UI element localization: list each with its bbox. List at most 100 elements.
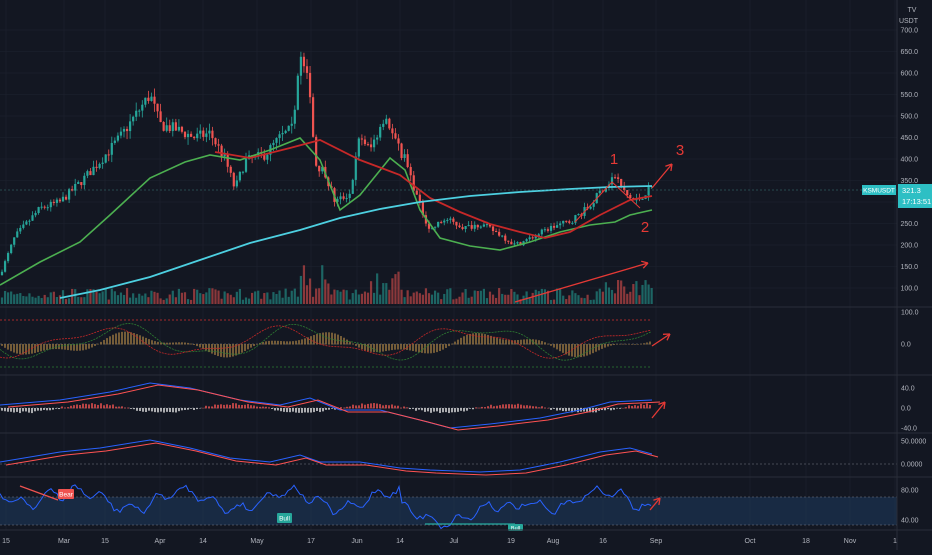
macd-histogram-bar (388, 405, 390, 408)
macd-histogram-bar (526, 405, 528, 408)
volume-bar (324, 279, 326, 304)
volume-bar (577, 295, 579, 304)
volume-bar (260, 299, 262, 304)
macd-histogram-bar (346, 407, 348, 409)
volume-bar (602, 292, 604, 304)
osc1-histogram-bar (397, 344, 399, 349)
price-tick: 500.0 (900, 114, 918, 121)
osc1-histogram-bar (256, 344, 258, 345)
volume-bar (562, 296, 564, 304)
osc1-histogram-bar (166, 343, 168, 345)
macd-histogram-bar (550, 408, 552, 410)
volume-bar (437, 293, 439, 304)
macd-histogram-bar (169, 408, 171, 412)
macd-histogram-bar (163, 408, 165, 413)
osc1-histogram-bar (421, 344, 423, 353)
macd-histogram-bar (562, 408, 564, 411)
osc1-histogram-bar (619, 344, 621, 345)
macd-histogram-bar (127, 408, 129, 409)
volume-bar (355, 290, 357, 304)
volume-bar (53, 292, 55, 304)
osc1-histogram-bar (268, 341, 270, 345)
volume-bar (211, 288, 213, 304)
candle-body (86, 171, 88, 176)
candle-body (160, 111, 162, 122)
macd-histogram-bar (499, 405, 501, 408)
macd-histogram-bar (13, 408, 15, 412)
volume-bar (455, 299, 457, 304)
volume-bar (193, 289, 195, 304)
candle-body (178, 127, 180, 131)
candle-body (102, 163, 104, 164)
volume-bar (315, 289, 317, 304)
candle-body (312, 97, 314, 137)
osc1-histogram-bar (199, 344, 201, 347)
candle-body (117, 136, 119, 141)
candle-body (19, 228, 21, 232)
volume-bar (251, 293, 253, 304)
candle-body (565, 221, 567, 222)
osc1-histogram-bar (238, 344, 240, 354)
candle-body (89, 171, 91, 175)
candle-body (74, 184, 76, 191)
macd-histogram-bar (478, 408, 480, 409)
candle-body (364, 140, 366, 145)
candle-body (199, 131, 201, 134)
candle-body (346, 198, 348, 199)
candle-body (28, 221, 30, 222)
osc1-histogram-bar (586, 344, 588, 356)
candle-body (318, 166, 320, 172)
volume-bar (172, 291, 174, 304)
volume-bar (333, 290, 335, 304)
volume-bar (532, 293, 534, 304)
volume-bar (309, 278, 311, 304)
osc1-histogram-bar (25, 344, 27, 354)
candle-body (38, 207, 40, 213)
volume-bar (599, 289, 601, 304)
macd-histogram-bar (439, 408, 441, 413)
candle-body (376, 138, 378, 140)
macd-histogram-bar (508, 404, 510, 408)
candle-body (123, 129, 125, 132)
osc1-histogram-bar (19, 344, 21, 354)
volume-bar (291, 291, 293, 304)
macd-histogram-bar (313, 408, 315, 412)
currency-label: USDT (899, 18, 919, 25)
volume-bar (413, 293, 415, 304)
osc1-histogram-bar (583, 344, 585, 356)
volume-bar (410, 296, 412, 304)
time-tick: Aug (547, 538, 560, 545)
macd-histogram-bar (565, 408, 567, 411)
osc1-histogram-bar (220, 344, 222, 357)
macd-histogram-bar (226, 404, 228, 408)
macd-histogram-bar (457, 408, 459, 412)
volume-bar (529, 298, 531, 304)
osc1-histogram-bar (391, 344, 393, 350)
macd-histogram-bar (244, 405, 246, 409)
time-tick: Mar (58, 538, 71, 545)
volume-bar (126, 288, 128, 304)
volume-bar (394, 274, 396, 304)
volume-bar (641, 285, 643, 304)
candle-body (483, 224, 485, 226)
macd-histogram-bar (451, 408, 453, 412)
macd-histogram-bar (367, 404, 369, 409)
volume-bar (626, 294, 628, 304)
time-tick: 16 (599, 538, 607, 545)
osc1-histogram-bar (346, 340, 348, 345)
volume-bar (544, 289, 546, 304)
volume-bar (474, 291, 476, 304)
macd-histogram-bar (208, 406, 210, 408)
macd-histogram-bar (427, 408, 429, 411)
volume-bar (559, 289, 561, 304)
macd-histogram-bar (544, 408, 546, 409)
candle-body (65, 197, 67, 200)
osc1-histogram-bar (646, 343, 648, 345)
price-tick: 150.0 (900, 264, 918, 271)
candle-body (172, 122, 174, 131)
macd-histogram-bar (268, 407, 270, 408)
macd-histogram-bar (124, 408, 126, 409)
osc1-histogram-bar (136, 334, 138, 344)
macd-histogram-bar (190, 408, 192, 409)
